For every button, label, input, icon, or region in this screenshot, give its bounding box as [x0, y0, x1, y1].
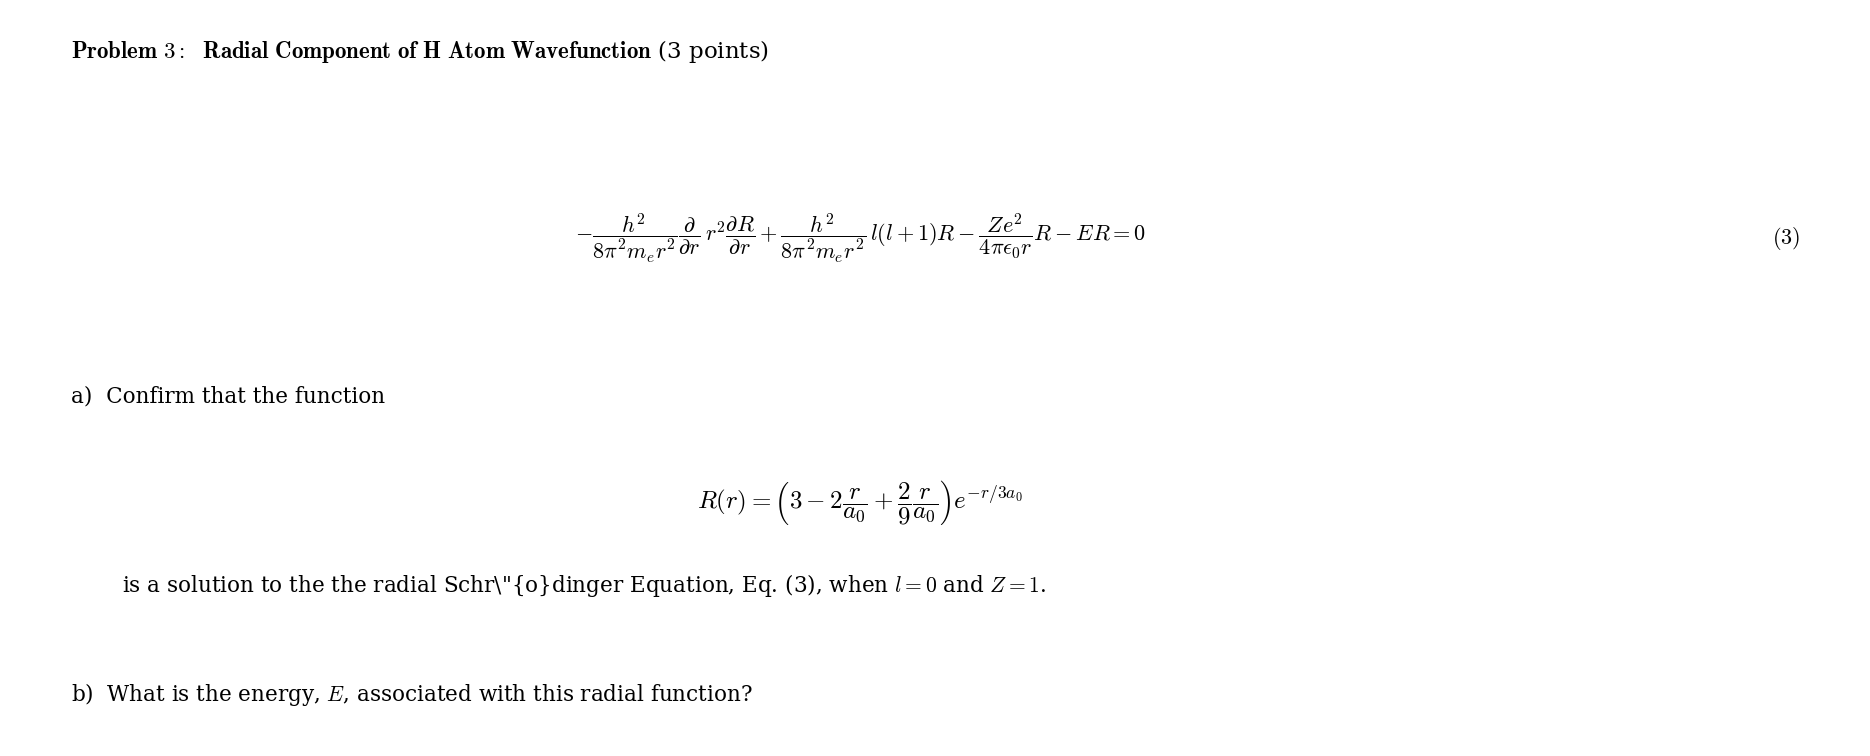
Text: b)  What is the energy, $E$, associated with this radial function?: b) What is the energy, $E$, associated w… — [71, 680, 754, 708]
Text: a)  Confirm that the function: a) Confirm that the function — [71, 386, 385, 408]
Text: $-\dfrac{h^2}{8\pi^2 m_e r^2}\dfrac{\partial}{\partial r}\,r^2\dfrac{\partial R}: $-\dfrac{h^2}{8\pi^2 m_e r^2}\dfrac{\par… — [574, 211, 1146, 265]
Text: $\bf{Problem\ 3:\ \ Radial\ Component\ of\ H\ Atom\ Wavefunction}$ (3 points): $\bf{Problem\ 3:\ \ Radial\ Component\ o… — [71, 38, 769, 65]
Text: $(3)$: $(3)$ — [1771, 225, 1801, 252]
Text: is a solution to the the radial Schr\"{o}dinger Equation, Eq. (3), when $l = 0$ : is a solution to the the radial Schr\"{o… — [122, 572, 1045, 600]
Text: $R(r) = \left(3 - 2\dfrac{r}{a_0} + \dfrac{2}{9}\dfrac{r}{a_0}\right)e^{-r/3a_0}: $R(r) = \left(3 - 2\dfrac{r}{a_0} + \dfr… — [698, 479, 1023, 527]
